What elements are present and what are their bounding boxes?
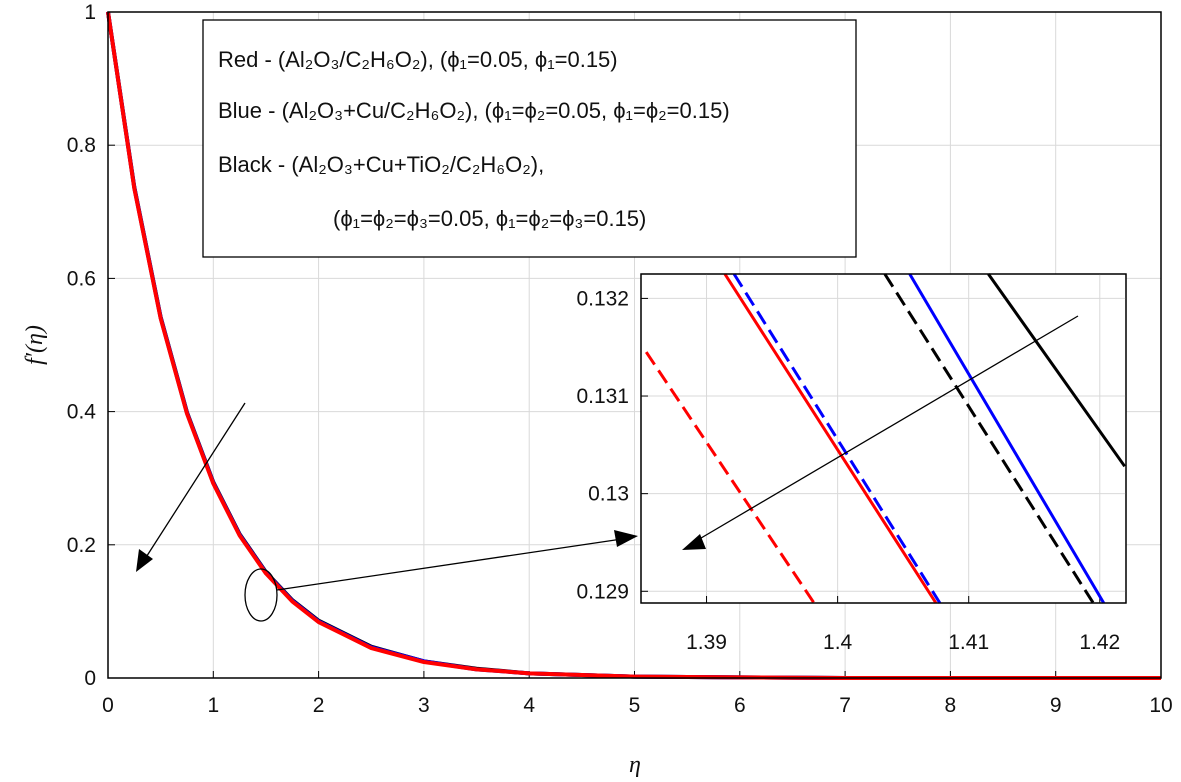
inset-series-group <box>644 273 1126 604</box>
inset-ytick-label-1: 0.13 <box>588 483 629 506</box>
main-ytick-label-1: 0.2 <box>67 534 96 557</box>
inset-ytick-label-3: 0.132 <box>576 287 629 310</box>
trend-arrow-inset-head <box>682 534 706 550</box>
legend-entry-black-continued: (ϕ₁=ϕ₂=ϕ₃=0.05, ϕ₁=ϕ₂=ϕ₃=0.15) <box>333 206 646 231</box>
inset-series-0 <box>723 273 938 604</box>
main-xtick-label-1: 1 <box>207 694 219 717</box>
main-xtick-label-4: 4 <box>523 694 535 717</box>
x-axis-label: η <box>629 752 641 778</box>
legend-entry-red: Red - (Al₂O₃/C₂H₆O₂), (ϕ₁=0.05, ϕ₁=0.15) <box>218 47 618 72</box>
main-xtick-label-0: 0 <box>102 694 114 717</box>
main-ytick-label-4: 0.8 <box>67 134 96 157</box>
inset-grid <box>641 274 1126 603</box>
main-ytick-label-0: 0 <box>84 667 96 690</box>
legend-box: Red - (Al₂O₃/C₂H₆O₂), (ϕ₁=0.05, ϕ₁=0.15)… <box>202 19 857 258</box>
legend-entry-blue: Blue - (Al₂O₃+Cu/C₂H₆O₂), (ϕ₁=ϕ₂=0.05, ϕ… <box>218 98 730 123</box>
inset-series-4 <box>987 273 1126 468</box>
trend-arrow-main-head <box>136 549 153 572</box>
inset-series-1 <box>644 351 816 604</box>
main-xtick-label-3: 3 <box>418 694 430 717</box>
annotations <box>136 402 638 622</box>
main-xtick-label-8: 8 <box>945 694 957 717</box>
inset-ytick-label-0: 0.129 <box>576 580 629 603</box>
main-xtick-label-9: 9 <box>1050 694 1062 717</box>
main-ytick-label-5: 1 <box>84 1 96 24</box>
zoom-connector-arrow-head <box>614 530 638 547</box>
inset-xtick-label-2: 1.41 <box>948 631 989 654</box>
main-xtick-label-7: 7 <box>839 694 851 717</box>
inset-background <box>640 273 1127 604</box>
legend-frame <box>202 19 857 258</box>
main-xtick-label-6: 6 <box>734 694 746 717</box>
inset-xtick-label-3: 1.42 <box>1079 631 1120 654</box>
inset-series-2 <box>908 273 1106 604</box>
inset-ytick-label-2: 0.131 <box>576 385 629 408</box>
main-xtick-label-10: 10 <box>1149 694 1172 717</box>
inset-chart: 1.39 1.4 1.41 1.42 0.129 0.13 0.131 0.132 <box>576 273 1127 654</box>
main-xtick-label-5: 5 <box>629 694 641 717</box>
main-ytick-label-2: 0.4 <box>67 401 97 424</box>
inset-xtick-label-0: 1.39 <box>686 631 727 654</box>
main-tick-labels: 0 1 2 3 4 5 6 7 8 9 10 0 0.2 0.4 0.6 0.8 1 <box>67 1 1173 717</box>
zoom-connector-arrow <box>276 538 623 591</box>
inset-tick-labels: 1.39 1.4 1.41 1.42 0.129 0.13 0.131 0.132 <box>576 287 1120 654</box>
trend-arrow-inset <box>695 315 1079 542</box>
main-xtick-label-2: 2 <box>313 694 325 717</box>
trend-arrow-main <box>142 402 246 563</box>
zoom-region-ellipse <box>244 568 278 622</box>
inset-frame <box>640 273 1127 604</box>
inset-xtick-label-1: 1.4 <box>823 631 853 654</box>
main-ytick-label-3: 0.6 <box>67 267 96 290</box>
y-axis-label: f′(η) <box>22 325 48 365</box>
main-plot-frame <box>107 11 1162 679</box>
legend-entry-black: Black - (Al₂O₃+Cu+TiO₂/C₂H₆O₂), <box>218 152 544 177</box>
